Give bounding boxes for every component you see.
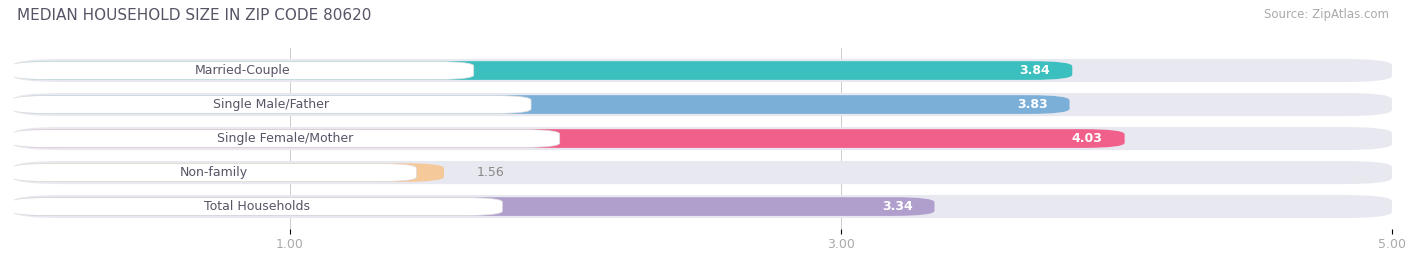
Text: 3.34: 3.34 xyxy=(882,200,912,213)
Text: 3.83: 3.83 xyxy=(1017,98,1047,111)
FancyBboxPatch shape xyxy=(14,61,1073,80)
Text: 3.84: 3.84 xyxy=(1019,64,1050,77)
Text: 4.03: 4.03 xyxy=(1071,132,1102,145)
FancyBboxPatch shape xyxy=(11,198,502,215)
Text: Non-family: Non-family xyxy=(180,166,247,179)
FancyBboxPatch shape xyxy=(14,197,935,216)
FancyBboxPatch shape xyxy=(11,164,416,181)
Text: MEDIAN HOUSEHOLD SIZE IN ZIP CODE 80620: MEDIAN HOUSEHOLD SIZE IN ZIP CODE 80620 xyxy=(17,8,371,23)
FancyBboxPatch shape xyxy=(14,129,1125,148)
FancyBboxPatch shape xyxy=(14,127,1392,150)
Text: Single Female/Mother: Single Female/Mother xyxy=(218,132,354,145)
FancyBboxPatch shape xyxy=(14,95,1070,114)
Text: Married-Couple: Married-Couple xyxy=(194,64,290,77)
FancyBboxPatch shape xyxy=(14,161,1392,184)
FancyBboxPatch shape xyxy=(11,130,560,147)
FancyBboxPatch shape xyxy=(11,62,474,79)
Text: Source: ZipAtlas.com: Source: ZipAtlas.com xyxy=(1264,8,1389,21)
Text: Total Households: Total Households xyxy=(204,200,309,213)
FancyBboxPatch shape xyxy=(11,96,531,114)
Text: 1.56: 1.56 xyxy=(477,166,505,179)
FancyBboxPatch shape xyxy=(14,93,1392,116)
Text: Single Male/Father: Single Male/Father xyxy=(214,98,329,111)
FancyBboxPatch shape xyxy=(14,195,1392,218)
FancyBboxPatch shape xyxy=(14,59,1392,82)
FancyBboxPatch shape xyxy=(14,163,444,182)
